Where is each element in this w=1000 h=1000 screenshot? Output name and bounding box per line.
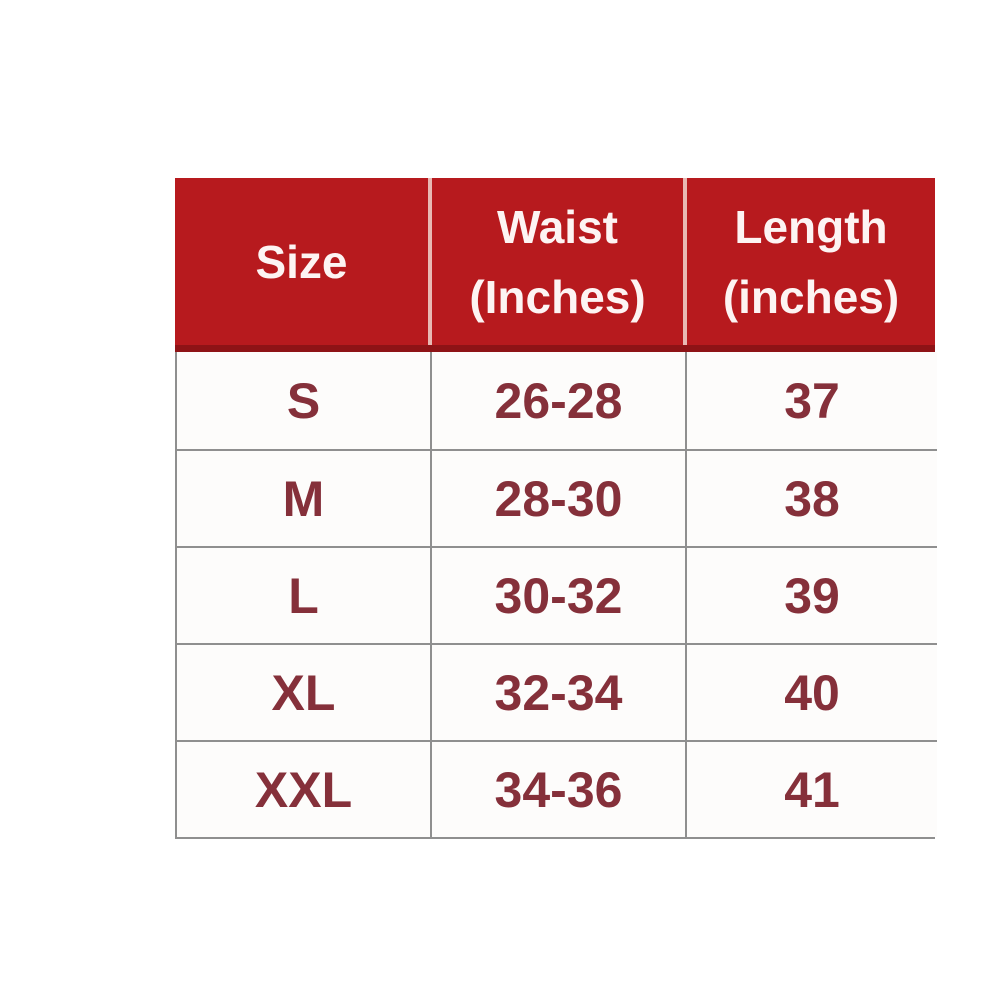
cell-size: XXL bbox=[177, 740, 430, 837]
cell-waist: 26-28 bbox=[430, 352, 685, 449]
column-header-waist-line2: (Inches) bbox=[469, 270, 646, 323]
cell-waist: 30-32 bbox=[430, 546, 685, 643]
cell-length: 39 bbox=[685, 546, 937, 643]
table-header-row: Size Waist (Inches) Length (inches) bbox=[175, 178, 935, 352]
column-header-size: Size bbox=[175, 178, 428, 345]
cell-size: S bbox=[177, 352, 430, 449]
column-header-length-line1: Length bbox=[734, 200, 888, 253]
cell-length: 38 bbox=[685, 449, 937, 546]
cell-waist: 32-34 bbox=[430, 643, 685, 740]
cell-size: L bbox=[177, 546, 430, 643]
cell-size: XL bbox=[177, 643, 430, 740]
size-chart-table: Size Waist (Inches) Length (inches) S 26… bbox=[175, 178, 937, 839]
cell-size: M bbox=[177, 449, 430, 546]
table-body: S 26-28 37 M 28-30 38 L 30-32 39 XL 32-3… bbox=[175, 352, 937, 839]
column-header-length: Length (inches) bbox=[683, 178, 935, 345]
column-header-waist-line1: Waist bbox=[497, 200, 618, 253]
column-header-waist: Waist (Inches) bbox=[428, 178, 683, 345]
cell-length: 37 bbox=[685, 352, 937, 449]
column-header-length-line2: (inches) bbox=[722, 270, 900, 323]
cell-waist: 34-36 bbox=[430, 740, 685, 837]
cell-length: 41 bbox=[685, 740, 937, 837]
cell-length: 40 bbox=[685, 643, 937, 740]
cell-waist: 28-30 bbox=[430, 449, 685, 546]
column-header-size-line1: Size bbox=[255, 235, 348, 288]
